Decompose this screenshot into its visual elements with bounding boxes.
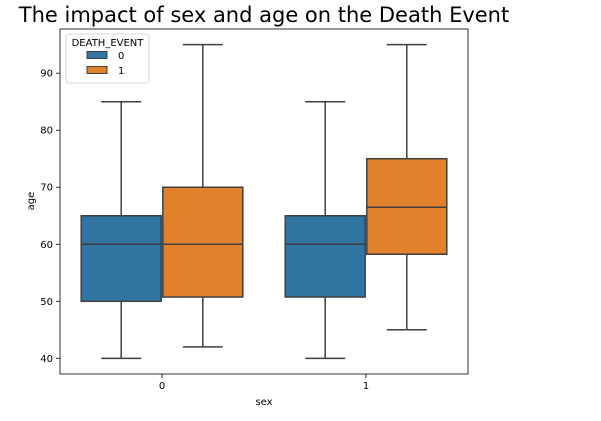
x-tick-label: 1	[363, 381, 369, 392]
plot-area-frame	[59, 28, 469, 375]
y-tick-label: 40	[40, 354, 53, 365]
y-tick-label: 80	[40, 126, 53, 137]
y-tick-label: 70	[40, 183, 53, 194]
box-group	[80, 43, 448, 360]
y-tick-label: 50	[40, 297, 53, 308]
x-tick-label: 0	[159, 381, 165, 392]
box-0-sex-1	[284, 100, 366, 360]
box-1-sex-1	[366, 43, 448, 331]
box-1-sex-0	[162, 43, 244, 348]
y-tick-label: 90	[40, 69, 53, 80]
y-axis: 40 50 60 70 80 90	[40, 69, 60, 365]
legend: DEATH_EVENT 01	[65, 33, 150, 84]
legend-swatch-1	[86, 66, 108, 74]
legend-swatch-0	[86, 51, 108, 59]
legend-label-1: 1	[118, 66, 124, 77]
y-axis-label: age	[26, 192, 37, 211]
legend-label-0: 0	[118, 51, 124, 62]
legend-title: DEATH_EVENT	[72, 38, 145, 49]
legend-entries: 01	[86, 51, 124, 77]
iqr-box	[80, 215, 162, 303]
box-0-sex-0	[80, 100, 162, 360]
y-tick-label: 60	[40, 240, 53, 251]
iqr-box	[284, 215, 366, 298]
iqr-box	[162, 186, 244, 298]
x-axis-label: sex	[255, 397, 272, 408]
chart-title: The impact of sex and age on the Death E…	[18, 3, 509, 27]
